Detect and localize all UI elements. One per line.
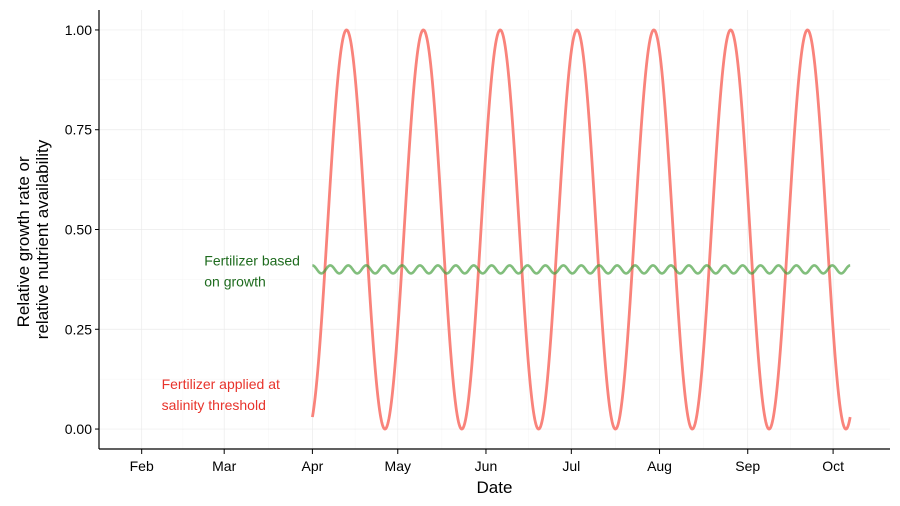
y-axis-title-line-2: relative nutrient availability [33,139,52,339]
x-tick-label: Jul [562,458,580,474]
y-axis-title-line-1: Relative growth rate or [14,156,33,327]
x-tick-label: Jun [475,458,498,474]
y-tick-label: 0.75 [65,122,92,138]
x-tick-label: May [385,458,411,474]
major-gridlines [99,10,890,449]
annotations: Fertilizer based on growth Fertilizer appl… [162,252,300,413]
x-axis-title: Date [477,478,513,497]
y-axis-ticks: 0.00 0.25 0.50 0.75 1.00 [65,22,99,437]
x-tick-label: Oct [822,458,844,474]
annotation-growth: Fertilizer based on growth [204,252,300,289]
annotation-line: Fertilizer applied at [162,376,280,392]
x-axis-ticks: Feb Mar Apr May Jun Jul Aug Sep Oct [130,449,844,474]
y-tick-label: 0.00 [65,421,92,437]
annotation-salinity: Fertilizer applied at salinity threshold [162,376,280,413]
x-tick-label: Apr [302,458,324,474]
x-tick-label: Sep [735,458,760,474]
y-tick-label: 0.50 [65,222,92,238]
y-tick-label: 1.00 [65,22,92,38]
growth-based-line [311,264,852,275]
x-tick-label: Mar [212,458,236,474]
series-layer [311,28,852,431]
x-tick-label: Feb [130,458,154,474]
y-axis-title: Relative growth rate or relative nutrien… [14,139,52,339]
x-tick-label: Aug [647,458,672,474]
y-tick-label: 0.25 [65,321,92,337]
annotation-line: salinity threshold [162,397,266,413]
annotation-line: on growth [204,273,265,289]
annotation-line: Fertilizer based [204,252,300,268]
